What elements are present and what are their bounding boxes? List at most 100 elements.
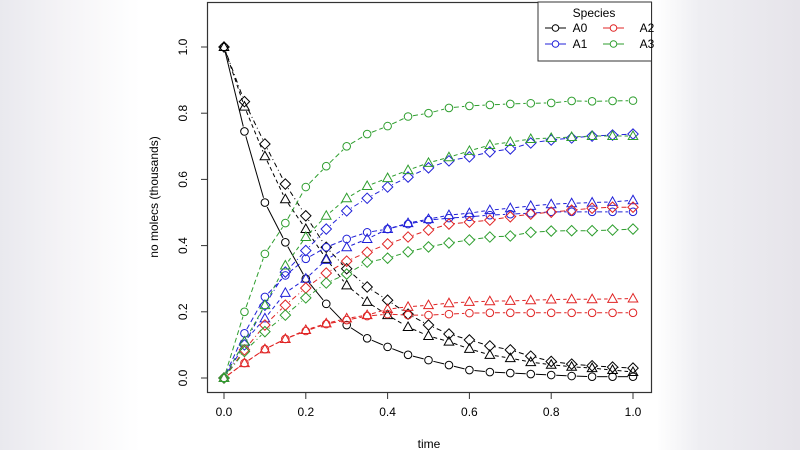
data-point-triangle [361, 232, 373, 243]
series-segment [289, 281, 302, 291]
data-point-circle [240, 127, 249, 136]
series-segment [372, 229, 383, 233]
data-point-triangle [545, 293, 557, 304]
series-segment [329, 213, 344, 227]
series-segment [351, 253, 363, 260]
data-point-triangle [341, 312, 353, 323]
series-segment [556, 374, 567, 377]
data-point-diamond [463, 334, 476, 346]
series-a2-triangle [218, 292, 639, 382]
data-point-diamond [381, 238, 394, 250]
data-point-diamond [606, 129, 619, 141]
series-segment [226, 345, 243, 374]
data-point-circle [526, 369, 536, 379]
series-segment [617, 200, 629, 203]
data-point-circle [444, 309, 454, 319]
data-point-diamond [258, 325, 271, 338]
series-segment [391, 118, 404, 125]
series-segment [288, 300, 303, 313]
series-segment [350, 264, 364, 272]
series-segment [453, 151, 465, 157]
series-segment [309, 249, 323, 257]
series-segment [269, 340, 282, 348]
legend-label-a0: A0 [573, 21, 588, 35]
data-point-triangle [361, 180, 373, 191]
series-segment [225, 51, 244, 98]
series-segment [535, 137, 547, 140]
data-point-diamond [606, 201, 619, 214]
data-point-diamond [381, 294, 394, 307]
data-point-triangle [402, 164, 414, 175]
series-segment [515, 205, 526, 209]
series-segment [287, 203, 304, 226]
data-point-circle [281, 218, 290, 228]
data-point-circle [567, 96, 576, 106]
legend-title: Species [573, 6, 616, 20]
series-segment [224, 51, 244, 127]
data-point-circle [465, 365, 474, 375]
data-point-diamond [586, 130, 599, 142]
series-segment [227, 365, 241, 376]
series-segment [494, 371, 506, 374]
series-a3-circle [219, 96, 638, 383]
data-point-circle [506, 209, 515, 219]
data-point-circle [506, 99, 515, 109]
x-axis-title: time [418, 437, 441, 450]
series-segment [391, 317, 404, 325]
series-segment [351, 233, 363, 238]
data-point-diamond [443, 328, 455, 340]
series-segment [494, 217, 506, 220]
data-point-triangle [279, 193, 292, 204]
series-segment [494, 103, 506, 106]
series-a3-diamond [218, 223, 639, 384]
series-segment [329, 250, 344, 266]
data-point-circle [403, 350, 413, 360]
data-point-circle [444, 360, 454, 370]
series-segment [433, 161, 445, 167]
data-point-circle [485, 210, 495, 220]
data-point-circle [321, 299, 331, 309]
data-point-triangle [484, 138, 496, 149]
legend-marker-a1 [551, 40, 560, 48]
series-segment [287, 191, 304, 219]
series-segment [371, 127, 384, 133]
data-point-circle [608, 96, 617, 106]
data-point-diamond [218, 372, 230, 384]
data-point-diamond [504, 343, 517, 356]
data-point-circle [628, 207, 638, 217]
series-segment [556, 100, 567, 103]
series-segment [494, 235, 506, 238]
series-segment [266, 269, 284, 301]
series-segment [412, 316, 425, 324]
data-point-circle [424, 108, 433, 118]
data-point-diamond [565, 358, 578, 371]
data-point-diamond [504, 143, 517, 155]
data-point-circle [567, 308, 576, 318]
data-point-circle [362, 129, 372, 139]
data-point-circle [628, 308, 638, 318]
data-point-diamond [586, 359, 599, 372]
data-point-triangle [238, 100, 251, 111]
data-point-triangle [361, 295, 373, 306]
data-point-circle [321, 242, 331, 252]
data-point-diamond [218, 41, 230, 53]
series-segment [288, 253, 303, 269]
series-segment [474, 237, 485, 240]
series-segment [556, 138, 567, 141]
series-segment [351, 316, 363, 320]
x-tick-label: 1.0 [625, 405, 642, 419]
series-segment [412, 169, 425, 176]
data-point-diamond [463, 234, 476, 246]
data-point-triangle [565, 360, 578, 371]
data-point-circle [403, 112, 413, 121]
y-tick-label: 0.4 [176, 237, 190, 254]
x-tick-label: 0.2 [297, 405, 314, 419]
series-segment [453, 240, 465, 243]
x-tick-label: 0.0 [216, 405, 233, 419]
series-segment [433, 360, 445, 365]
data-point-diamond [340, 255, 353, 268]
data-point-triangle [627, 194, 639, 205]
data-point-diamond [545, 225, 558, 237]
series-segment [245, 136, 264, 198]
series-segment [392, 171, 404, 177]
